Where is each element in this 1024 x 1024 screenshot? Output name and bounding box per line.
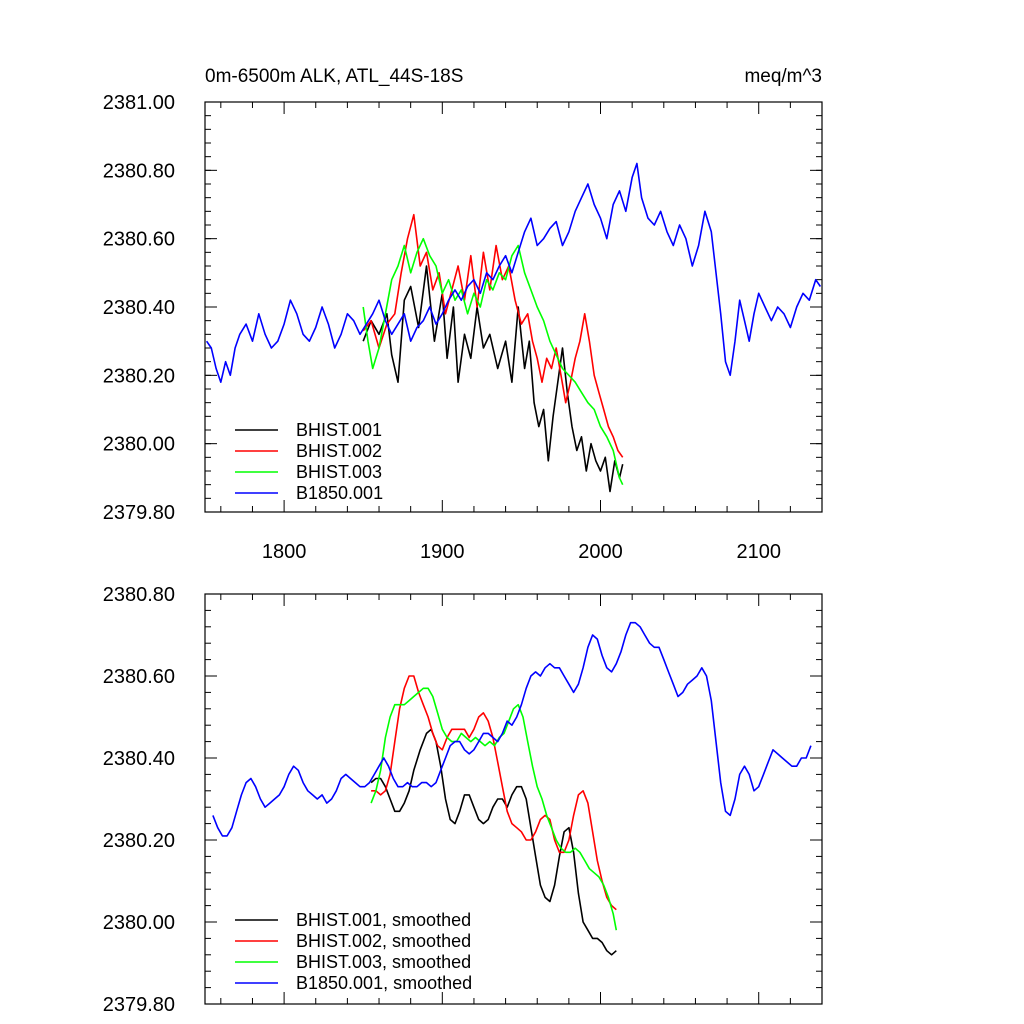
- series-line-bhist-002: [362, 213, 624, 458]
- chart-title-left: 0m-6500m ALK, ATL_44S-18S: [205, 66, 463, 87]
- y-tick-label: 2380.00: [103, 912, 175, 934]
- y-tick-label: 2380.20: [103, 365, 175, 387]
- legend-label: BHIST.002, smoothed: [296, 931, 471, 951]
- top-panel: 2379.80 2380.00 2380.20 2380.40 2380.60 2380.…: [103, 92, 823, 563]
- y-tick-label: 2380.40: [103, 748, 175, 770]
- series-line-b1850-001-smoothed: [212, 621, 812, 837]
- y-tick-label: 2380.80: [103, 584, 175, 606]
- y-tick-label: 2380.20: [103, 830, 175, 852]
- series-line-bhist-003: [362, 237, 624, 486]
- series-line-bhist-003-smoothed: [370, 687, 618, 931]
- y-tick-label: 2379.80: [103, 502, 175, 524]
- legend-label: BHIST.001, smoothed: [296, 910, 471, 930]
- y-tick-label: 2380.60: [103, 229, 175, 251]
- series-line-b1850-001: [205, 162, 822, 383]
- legend-label: BHIST.001: [296, 420, 382, 440]
- series-line-bhist-001: [362, 265, 624, 493]
- legend-label: BHIST.002: [296, 441, 382, 461]
- y-tick-label: 2380.60: [103, 666, 175, 688]
- x-tick-label: 1800: [262, 541, 307, 563]
- top-ticks: 2379.80 2380.00 2380.20 2380.40 2380.60 2380.…: [103, 92, 823, 563]
- series-line-bhist-002-smoothed: [371, 675, 617, 911]
- y-tick-label: 2380.80: [103, 160, 175, 182]
- legend-label: B1850.001, smoothed: [296, 973, 472, 993]
- y-tick-label: 2379.80: [103, 994, 175, 1016]
- x-tick-label: 2100: [736, 541, 781, 563]
- legend-label: B1850.001: [296, 483, 383, 503]
- bottom-plot-frame: [204, 593, 823, 1005]
- x-tick-label: 2000: [578, 541, 623, 563]
- chart-title-right-units: meq/m^3: [744, 66, 822, 87]
- y-tick-label: 2380.40: [103, 297, 175, 319]
- y-tick-label: 2380.00: [103, 434, 175, 456]
- legend-label: BHIST.003, smoothed: [296, 952, 471, 972]
- top-series-group: [205, 162, 822, 493]
- y-tick-label: 2381.00: [103, 92, 175, 114]
- series-line-bhist-001-smoothed: [370, 728, 617, 956]
- bottom-series-group: [212, 621, 812, 956]
- x-tick-label: 1900: [420, 541, 465, 563]
- legend-label: BHIST.003: [296, 462, 382, 482]
- bottom-panel: 2379.80 2380.00 2380.20 2380.40 2380.60 2380.…: [103, 584, 823, 1016]
- bottom-ticks: 2379.80 2380.00 2380.20 2380.40 2380.60 2380.…: [103, 584, 823, 1016]
